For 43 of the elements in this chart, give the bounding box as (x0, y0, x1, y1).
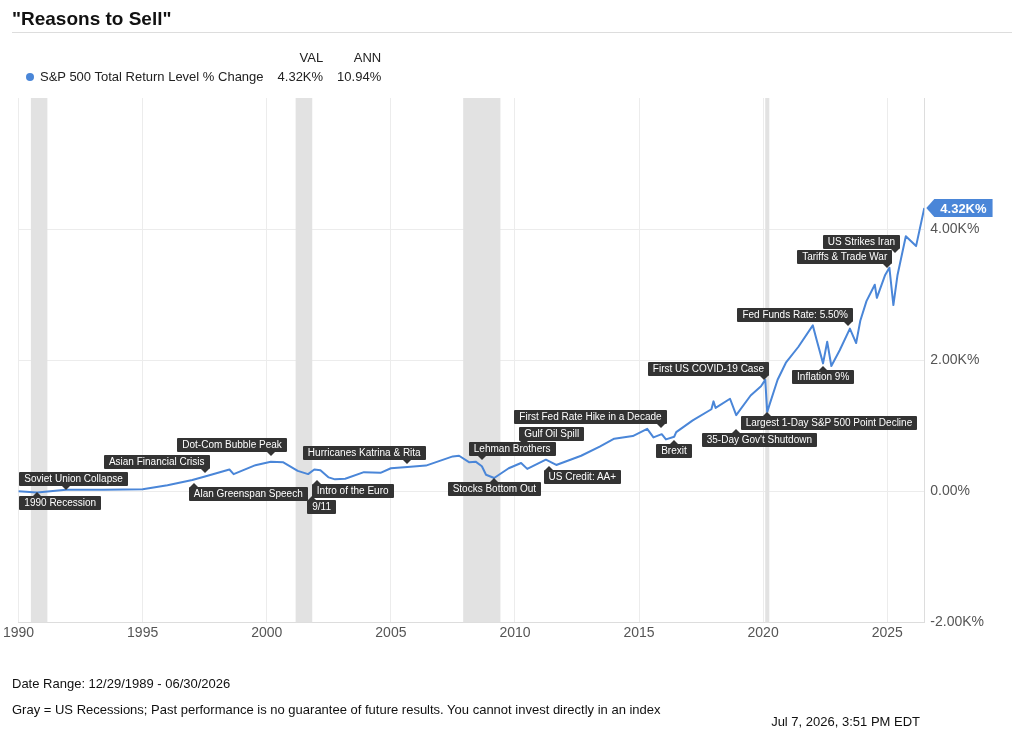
annotation: Fed Funds Rate: 5.50% (737, 307, 853, 322)
annotation: Asian Financial Crisis (103, 455, 210, 470)
text: Gray = US Recessions; Past performance is no guarantee of future results. You cannot invest directly in an index (12, 702, 661, 717)
annotation: Alan Greenspan Speech (188, 487, 308, 501)
annotation: Intro of the Euro (311, 483, 394, 498)
y-tick-label: -2.00K% (930, 613, 985, 630)
text: ANN (352, 49, 382, 67)
annotation: Soviet Union Collapse (19, 471, 128, 486)
annotation: 35-Day Gov't Shutdown (701, 433, 818, 448)
chart-title: "Reasons to Sell" (12, 8, 172, 30)
annotation: US Credit: AA+ (543, 469, 622, 484)
y-tick-label: 4.00K% (930, 219, 980, 236)
annotation: Stocks Bottom Out (447, 482, 542, 497)
annotation: US Strikes Iran (822, 234, 901, 249)
legend-label: S&P 500 Total Return Level % Change (39, 68, 264, 86)
x-tick-label: 2015 (623, 624, 655, 641)
x-tick-label: 1995 (127, 624, 159, 641)
annotation: First Fed Rate Hike in a Decade (514, 410, 667, 425)
y-tick-label: 0.00% (930, 482, 971, 499)
annotation: Inflation 9% (792, 370, 855, 385)
text: Date Range: 12/29/1989 - 06/30/2026 (12, 676, 231, 691)
x-tick-label: 2005 (375, 624, 407, 641)
text: 10.94% (336, 68, 382, 86)
annotation: Lehman Brothers (468, 442, 556, 457)
x-tick-label: 2020 (747, 624, 779, 641)
annotation: First US COVID-19 Case (647, 361, 769, 376)
text: Jul 7, 2026, 3:51 PM EDT (771, 714, 920, 729)
annotation: Brexit (656, 443, 692, 458)
x-tick-label: 2010 (499, 624, 531, 641)
x-tick-label: 2000 (251, 624, 283, 641)
y-tick-label: 2.00K% (930, 350, 980, 367)
text: VAL (298, 49, 324, 67)
text: 4.32K% (276, 68, 324, 86)
annotation: 9/11 (307, 500, 336, 515)
x-tick-label: 2025 (871, 624, 904, 641)
annotation: Hurricanes Katrina & Rita (302, 445, 426, 460)
data-label: 4.32K% (940, 200, 987, 216)
annotation: Largest 1-Day S&P 500 Point Decline (740, 415, 918, 430)
annotation: Tariffs & Trade War (797, 249, 893, 264)
x-tick-label: 1990 (3, 624, 35, 641)
annotation: Dot-Com Bubble Peak (177, 437, 287, 452)
annotation: Gulf Oil Spill (519, 426, 585, 441)
annotation: 1990 Recession (19, 496, 102, 511)
